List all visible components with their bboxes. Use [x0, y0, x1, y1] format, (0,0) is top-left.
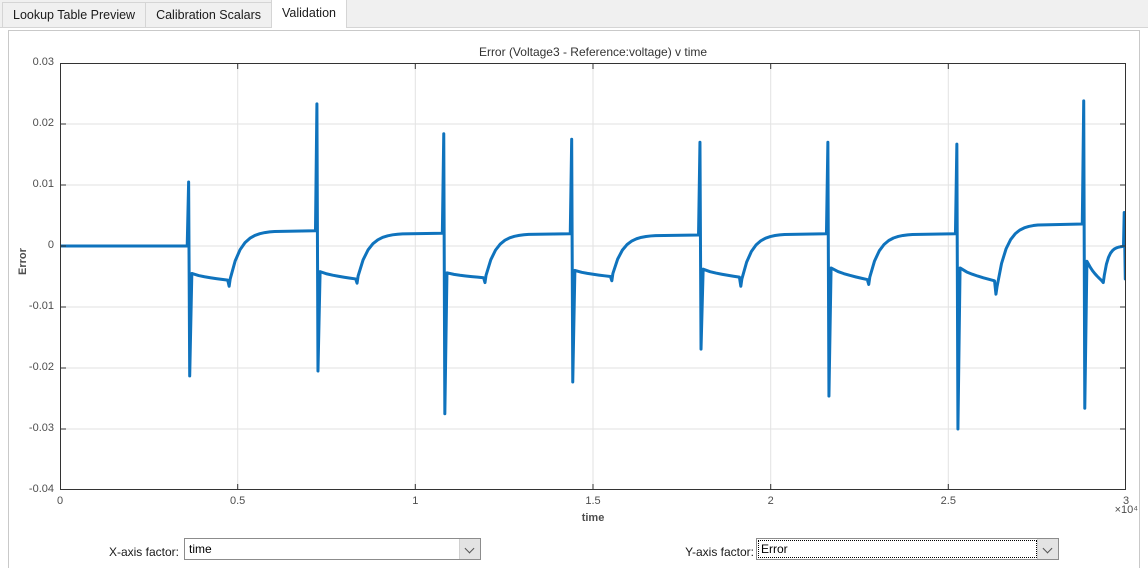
x-axis-factor-select[interactable]: time — [184, 538, 481, 560]
validation-panel: Error (Voltage3 - Reference:voltage) v t… — [8, 30, 1140, 568]
x-axis-label: time — [581, 512, 605, 524]
chevron-down-icon — [1042, 543, 1053, 554]
x-axis-factor-value: time — [189, 542, 212, 556]
figure: Error (Voltage3 - Reference:voltage) v t… — [9, 31, 1139, 568]
x-scale-multiplier: ×10⁴ — [1114, 504, 1138, 516]
tab-lookup-table-preview[interactable]: Lookup Table Preview — [2, 2, 147, 27]
focus-ring — [758, 540, 1037, 558]
y-tick-label: 0 — [47, 239, 54, 251]
x-tick-label: 2.5 — [940, 495, 956, 507]
y-tick-label: -0.01 — [28, 300, 54, 312]
x-tick-label: 2 — [767, 495, 774, 507]
plot-area — [60, 63, 1126, 490]
x-tick-label: 0 — [56, 495, 64, 507]
y-axis-label: Error — [17, 248, 29, 275]
x-tick-label: 3 — [1122, 495, 1130, 507]
x-tick-label: 0.5 — [230, 495, 246, 507]
axis-factor-controls: X-axis factor: time Y-axis factor: Error — [9, 537, 1139, 567]
chart-title: Error (Voltage3 - Reference:voltage) v t… — [478, 45, 708, 59]
y-tick-label: 0.03 — [32, 56, 54, 68]
dropdown-button[interactable] — [1037, 539, 1058, 559]
y-axis-factor-label: Y-axis factor: — [685, 545, 754, 559]
tab-strip: Lookup Table Preview Calibration Scalars… — [0, 0, 1148, 28]
y-axis-factor-value: Error — [761, 542, 788, 556]
y-tick-label: 0.02 — [32, 117, 54, 129]
y-tick-label: -0.03 — [28, 422, 54, 434]
chevron-down-icon — [464, 543, 475, 554]
tab-validation[interactable]: Validation — [271, 0, 347, 28]
x-tick-label: 1 — [412, 495, 419, 507]
y-tick-label: -0.02 — [28, 361, 54, 373]
y-tick-label: 0.01 — [32, 178, 54, 190]
error-trace — [60, 99, 1126, 431]
x-axis-factor-label: X-axis factor: — [108, 545, 179, 559]
x-tick-label: 1.5 — [585, 495, 601, 507]
y-tick-label: -0.04 — [28, 483, 54, 495]
tab-calibration-scalars[interactable]: Calibration Scalars — [145, 2, 272, 27]
y-axis-factor-select[interactable]: Error — [756, 538, 1059, 560]
dropdown-button[interactable] — [459, 539, 480, 559]
